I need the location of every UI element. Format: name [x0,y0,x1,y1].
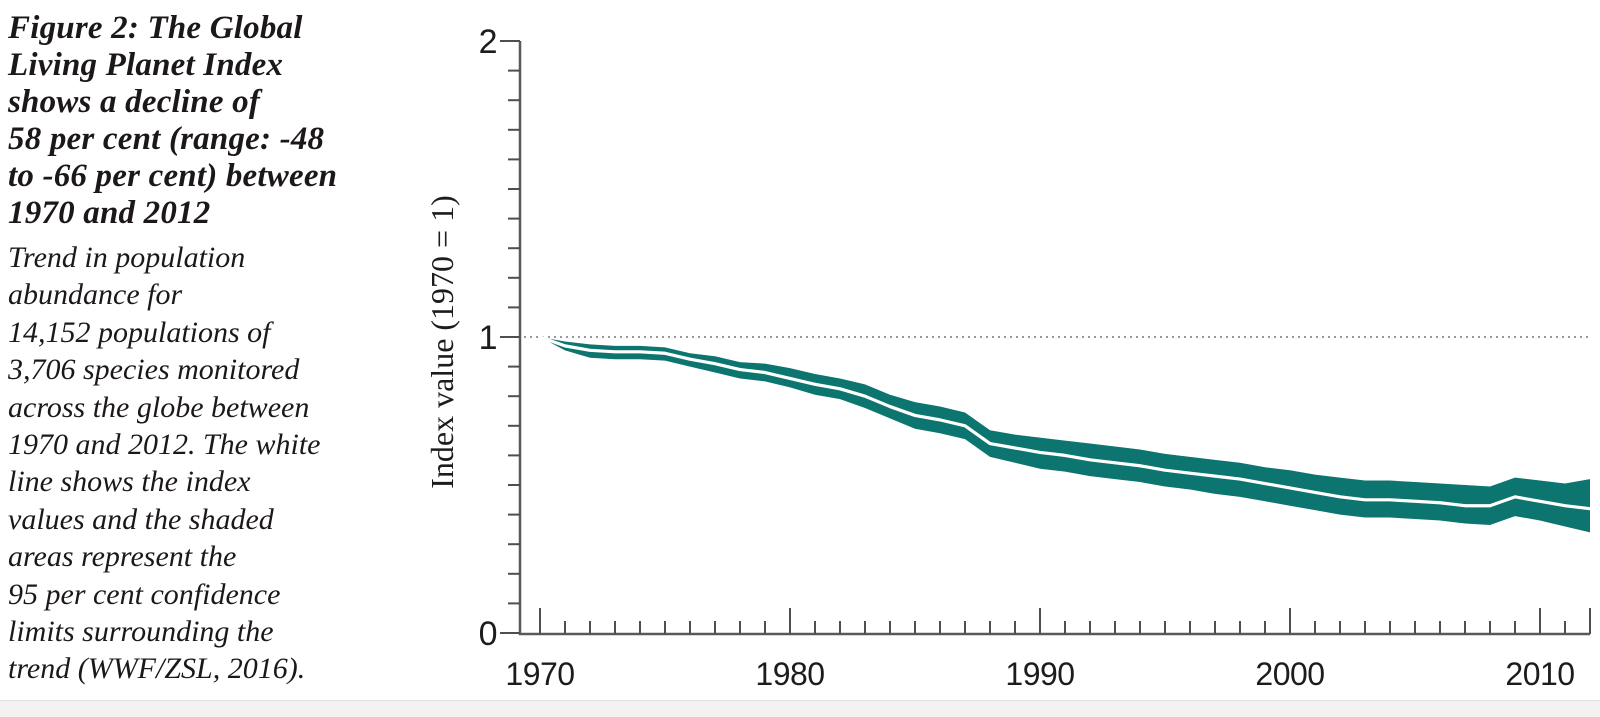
x-tick-label: 1980 [755,656,824,692]
confidence-band [540,337,1590,533]
y-tick-label: 0 [479,615,497,653]
page-edge-strip [0,700,1600,717]
x-tick-label: 1990 [1005,656,1074,692]
x-tick-label: 1970 [505,656,574,692]
x-tick-label: 2000 [1255,656,1324,692]
y-tick-label: 2 [479,23,497,61]
figure-caption: Figure 2: The Global Living Planet Index… [8,10,428,688]
x-tick-label: 2010 [1505,656,1574,692]
figure-title: Figure 2: The Global Living Planet Index… [8,10,338,231]
y-axis-title: Index value (1970 = 1) [424,195,460,489]
figure-description: Trend in population abundance for 14,152… [8,241,321,686]
y-tick-label: 1 [479,319,497,357]
index-line [538,335,1592,511]
